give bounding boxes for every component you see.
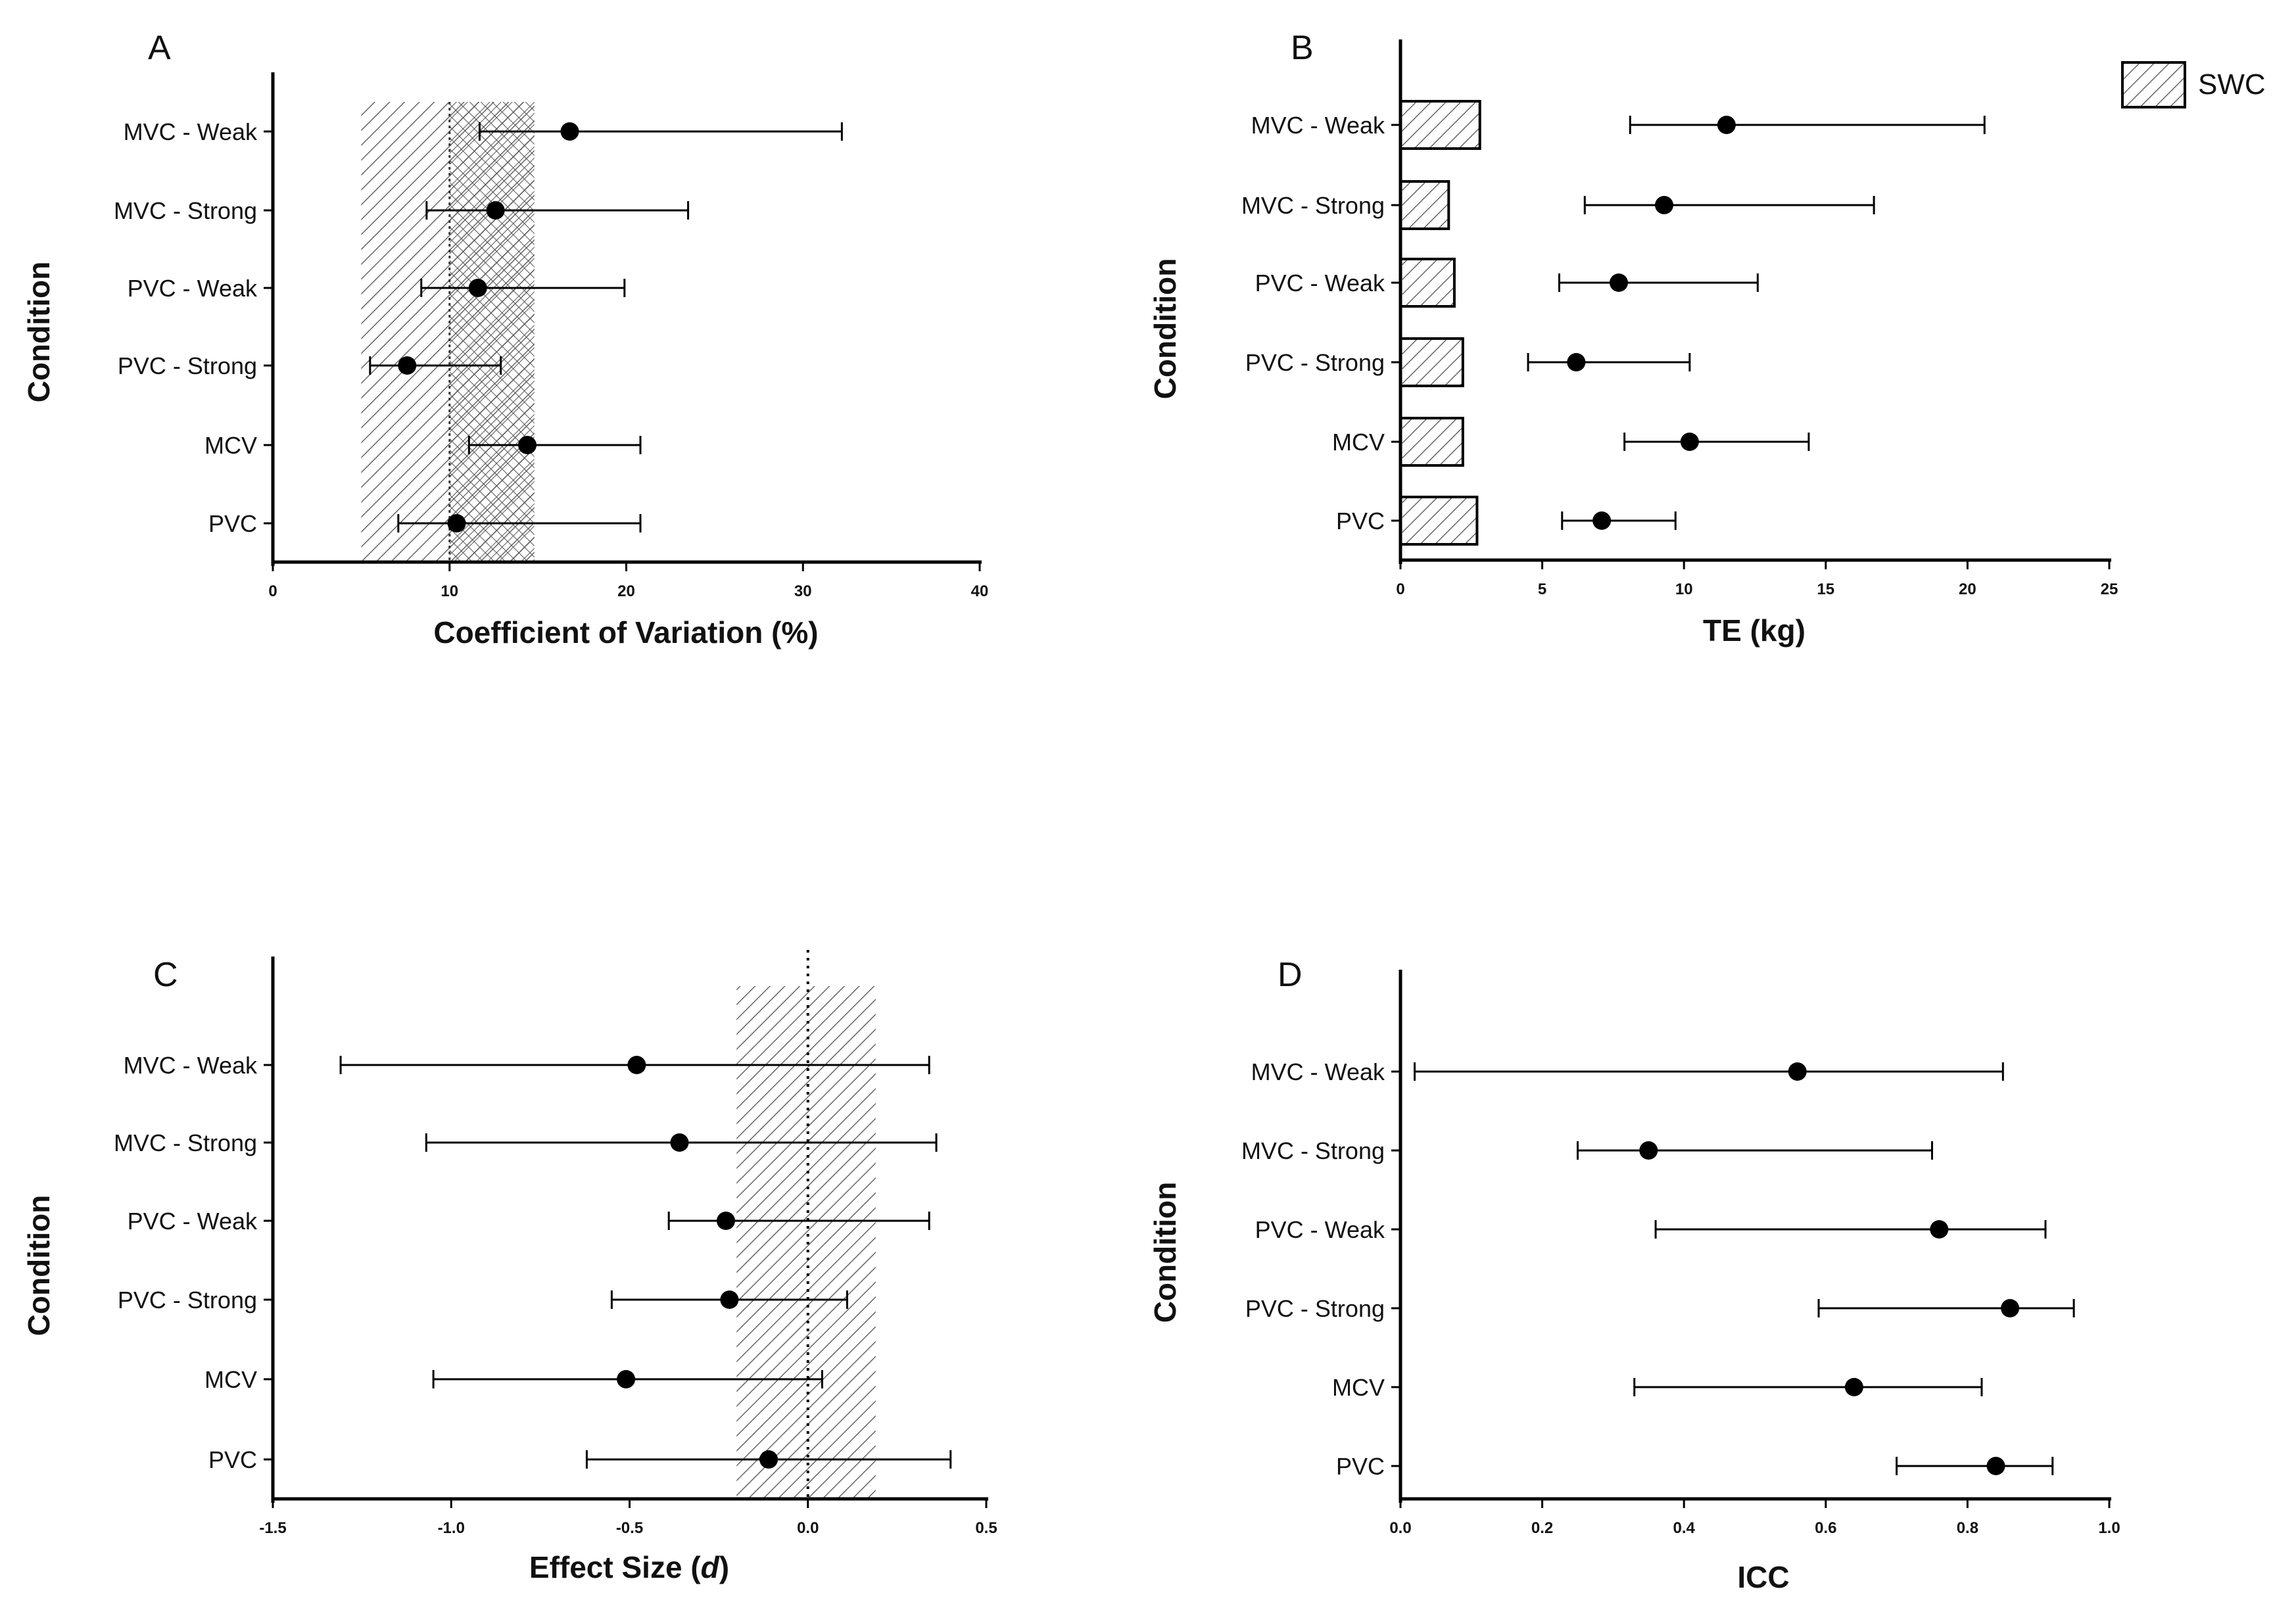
data-point (560, 122, 579, 141)
data-point (716, 1212, 735, 1230)
x-tick-label: 0.2 (1531, 1519, 1553, 1537)
x-tick-label: -1.0 (438, 1519, 465, 1537)
data-point (518, 436, 537, 454)
category-label: MVC - Strong (114, 1129, 257, 1156)
data-point (1930, 1220, 1949, 1239)
x-tick-label: 1.0 (2098, 1519, 2120, 1537)
data-point (398, 356, 417, 375)
category-label: PVC (208, 510, 257, 537)
panel-letter: A (148, 29, 171, 67)
swc-bar (1399, 100, 1481, 150)
category-label: MVC - Strong (1241, 1137, 1385, 1164)
x-tick-label: 0 (268, 582, 277, 600)
legend: SWC (2121, 61, 2266, 108)
category-label: MCV (1332, 429, 1385, 456)
category-label: MVC - Strong (1241, 192, 1385, 219)
y-axis-title: Condition (1148, 1182, 1182, 1323)
swc-bar (1399, 496, 1479, 546)
panel-d: D Condition ICC 0.0 0.2 0.4 0.6 0.8 1.0 MVC - … (1148, 956, 2120, 1594)
x-axis-title: TE (kg) (1703, 613, 1806, 648)
x-axis-title: Effect Size (d) (529, 1550, 729, 1584)
x-tick-label: 30 (794, 582, 812, 600)
swc-band (736, 986, 876, 1499)
data-point (759, 1450, 778, 1469)
x-tick-label: 0.8 (1957, 1519, 1978, 1537)
category-label: MVC - Weak (1251, 1058, 1385, 1085)
panel-c: C Condition Effect Size (d) -1.5 -1.0 -0.5… (22, 950, 997, 1584)
panel-letter: C (153, 956, 178, 994)
data-point (1788, 1062, 1807, 1081)
category-label: PVC (1336, 508, 1385, 534)
x-tick-label: 10 (1675, 580, 1693, 598)
y-axis-title: Condition (22, 262, 56, 403)
legend-swatch (2121, 61, 2186, 108)
data-point (468, 279, 487, 297)
category-label: PVC - Strong (118, 1287, 257, 1313)
x-tick-label: 0.5 (975, 1519, 997, 1537)
swc-bar (1399, 258, 1456, 308)
swc-bar (1399, 417, 1464, 467)
y-axis-title: Condition (1148, 258, 1182, 400)
category-label: PVC (208, 1446, 257, 1473)
data-point (627, 1056, 646, 1074)
x-tick-label: 0.6 (1815, 1519, 1836, 1537)
category-label: PVC - Weak (128, 1208, 258, 1235)
data-point (1986, 1457, 2005, 1475)
legend-label: SWC (2198, 68, 2266, 101)
data-point (447, 514, 466, 532)
data-point (720, 1290, 739, 1309)
y-axis-title: Condition (22, 1195, 56, 1336)
x-tick-label: 0.0 (797, 1519, 819, 1537)
data-point (1567, 353, 1586, 371)
data-point (1680, 433, 1699, 451)
x-tick-label: -0.5 (616, 1519, 643, 1537)
x-tick-label: 0.4 (1673, 1519, 1696, 1537)
panel-letter: D (1278, 956, 1303, 994)
x-tick-label: 25 (2101, 580, 2118, 598)
x-tick-label: 0 (1396, 580, 1404, 598)
x-tick-label: 20 (617, 582, 635, 600)
category-label: MCV (204, 1366, 257, 1393)
swc-band-overlap (449, 102, 535, 562)
data-point (1844, 1378, 1863, 1396)
data-point (1639, 1141, 1658, 1160)
category-label: PVC - Strong (118, 352, 257, 379)
category-label: PVC (1336, 1453, 1385, 1480)
category-label: MVC - Weak (1251, 112, 1385, 139)
category-label: MVC - Strong (114, 197, 257, 224)
x-tick-label: 5 (1538, 580, 1546, 598)
category-label: PVC - Weak (1255, 1216, 1385, 1243)
x-tick-label: -1.5 (259, 1519, 286, 1537)
panel-b: B Condition TE (kg) 0 5 10 15 20 25 MVC - Weak… (1148, 29, 2118, 648)
x-tick-label: 15 (1817, 580, 1834, 598)
data-point (1592, 511, 1612, 530)
data-point (617, 1370, 636, 1388)
data-point (1717, 116, 1736, 134)
data-point (486, 201, 505, 220)
category-label: PVC - Strong (1245, 349, 1385, 376)
x-tick-label: 20 (1959, 580, 1976, 598)
x-axis-title: ICC (1737, 1560, 1789, 1594)
data-point (2001, 1299, 2020, 1317)
panel-letter: B (1291, 29, 1314, 67)
data-point (670, 1133, 689, 1152)
swc-bar (1399, 337, 1464, 387)
category-label: MVC - Weak (124, 1052, 258, 1079)
x-tick-label: 40 (971, 582, 989, 600)
swc-bar (1399, 180, 1450, 230)
category-label: MVC - Weak (124, 118, 258, 145)
x-axis-title: Coefficient of Variation (%) (433, 615, 818, 650)
category-label: PVC - Weak (1255, 270, 1385, 296)
category-label: PVC - Weak (128, 275, 258, 302)
panel-a: A Condition Coefficient of Variation (%)… (22, 29, 988, 650)
data-point (1610, 273, 1629, 292)
category-label: PVC - Strong (1245, 1295, 1385, 1322)
category-label: MCV (1332, 1374, 1385, 1401)
data-point (1655, 196, 1674, 214)
x-tick-label: 10 (441, 582, 458, 600)
category-label: MCV (204, 432, 257, 459)
x-tick-label: 0.0 (1389, 1519, 1411, 1537)
